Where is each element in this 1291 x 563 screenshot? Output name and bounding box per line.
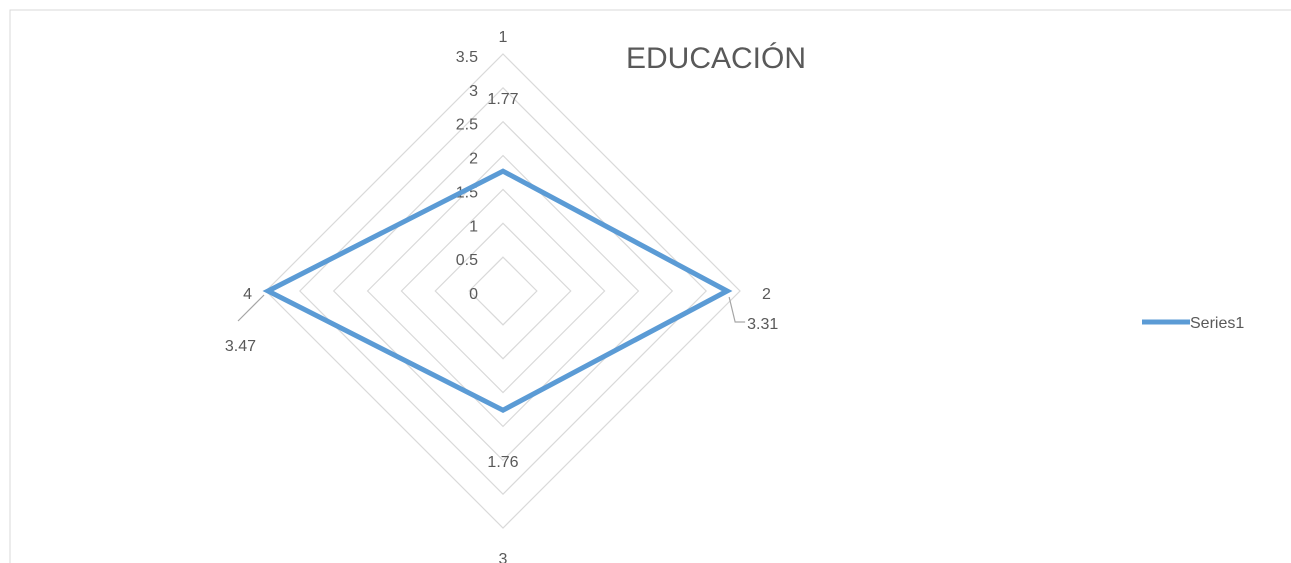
grid-ring-2 <box>434 222 572 360</box>
tick-layer: 00.511.522.533.5 <box>456 49 478 303</box>
grid-ring-3 <box>400 188 606 394</box>
data-label-4: 3.47 <box>225 338 256 355</box>
radial-tick-label: 2.5 <box>456 117 478 134</box>
legend-label-series1: Series1 <box>1190 315 1244 332</box>
grid-ring-6 <box>299 87 707 495</box>
radial-tick-label: 3.5 <box>456 49 478 66</box>
data-label-2: 3.31 <box>747 316 778 333</box>
radial-tick-label: 2 <box>469 151 478 168</box>
grid-ring-1 <box>468 256 538 326</box>
category-label-1: 1 <box>499 29 508 46</box>
data-label-1: 1.77 <box>487 91 518 108</box>
radial-tick-label: 0 <box>469 286 478 303</box>
grid-ring-5 <box>332 120 674 462</box>
radial-tick-label: 1 <box>469 218 478 235</box>
radial-tick-label: 0.5 <box>456 252 478 269</box>
grid-ring-7 <box>265 53 741 529</box>
label-layer: 1.77 3.31 1.76 3.47 <box>225 91 778 471</box>
category-layer: 1 2 3 4 <box>243 29 771 563</box>
chart-border <box>9 9 1291 563</box>
category-label-3: 3 <box>499 551 508 563</box>
data-label-3: 1.76 <box>487 454 518 471</box>
category-label-4: 4 <box>243 286 252 303</box>
legend[interactable]: Series1 <box>1142 315 1244 332</box>
grid-ring-4 <box>366 154 640 428</box>
grid-layer <box>265 53 741 529</box>
chart-title: EDUCACIÓN <box>626 42 806 75</box>
category-label-2: 2 <box>762 286 771 303</box>
series-line-0 <box>262 168 733 413</box>
series-layer <box>262 168 733 413</box>
leader-line <box>728 296 746 323</box>
radial-tick-label: 3 <box>469 83 478 100</box>
leader-line <box>237 294 265 322</box>
